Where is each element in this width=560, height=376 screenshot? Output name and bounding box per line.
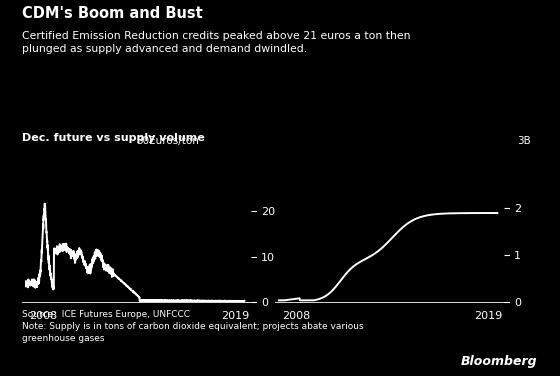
Text: 30Euros/ton: 30Euros/ton <box>136 136 199 146</box>
Text: CDM's Boom and Bust: CDM's Boom and Bust <box>22 6 203 21</box>
Text: 3B: 3B <box>517 136 530 146</box>
Text: Certified Emission Reduction credits peaked above 21 euros a ton then
plunged as: Certified Emission Reduction credits pea… <box>22 31 411 54</box>
Text: Source:  ICE Futures Europe, UNFCCC
Note: Supply is in tons of carbon dioxide eq: Source: ICE Futures Europe, UNFCCC Note:… <box>22 310 364 343</box>
Text: Bloomberg: Bloomberg <box>461 355 538 368</box>
Text: Dec. future vs supply volume: Dec. future vs supply volume <box>22 133 205 144</box>
